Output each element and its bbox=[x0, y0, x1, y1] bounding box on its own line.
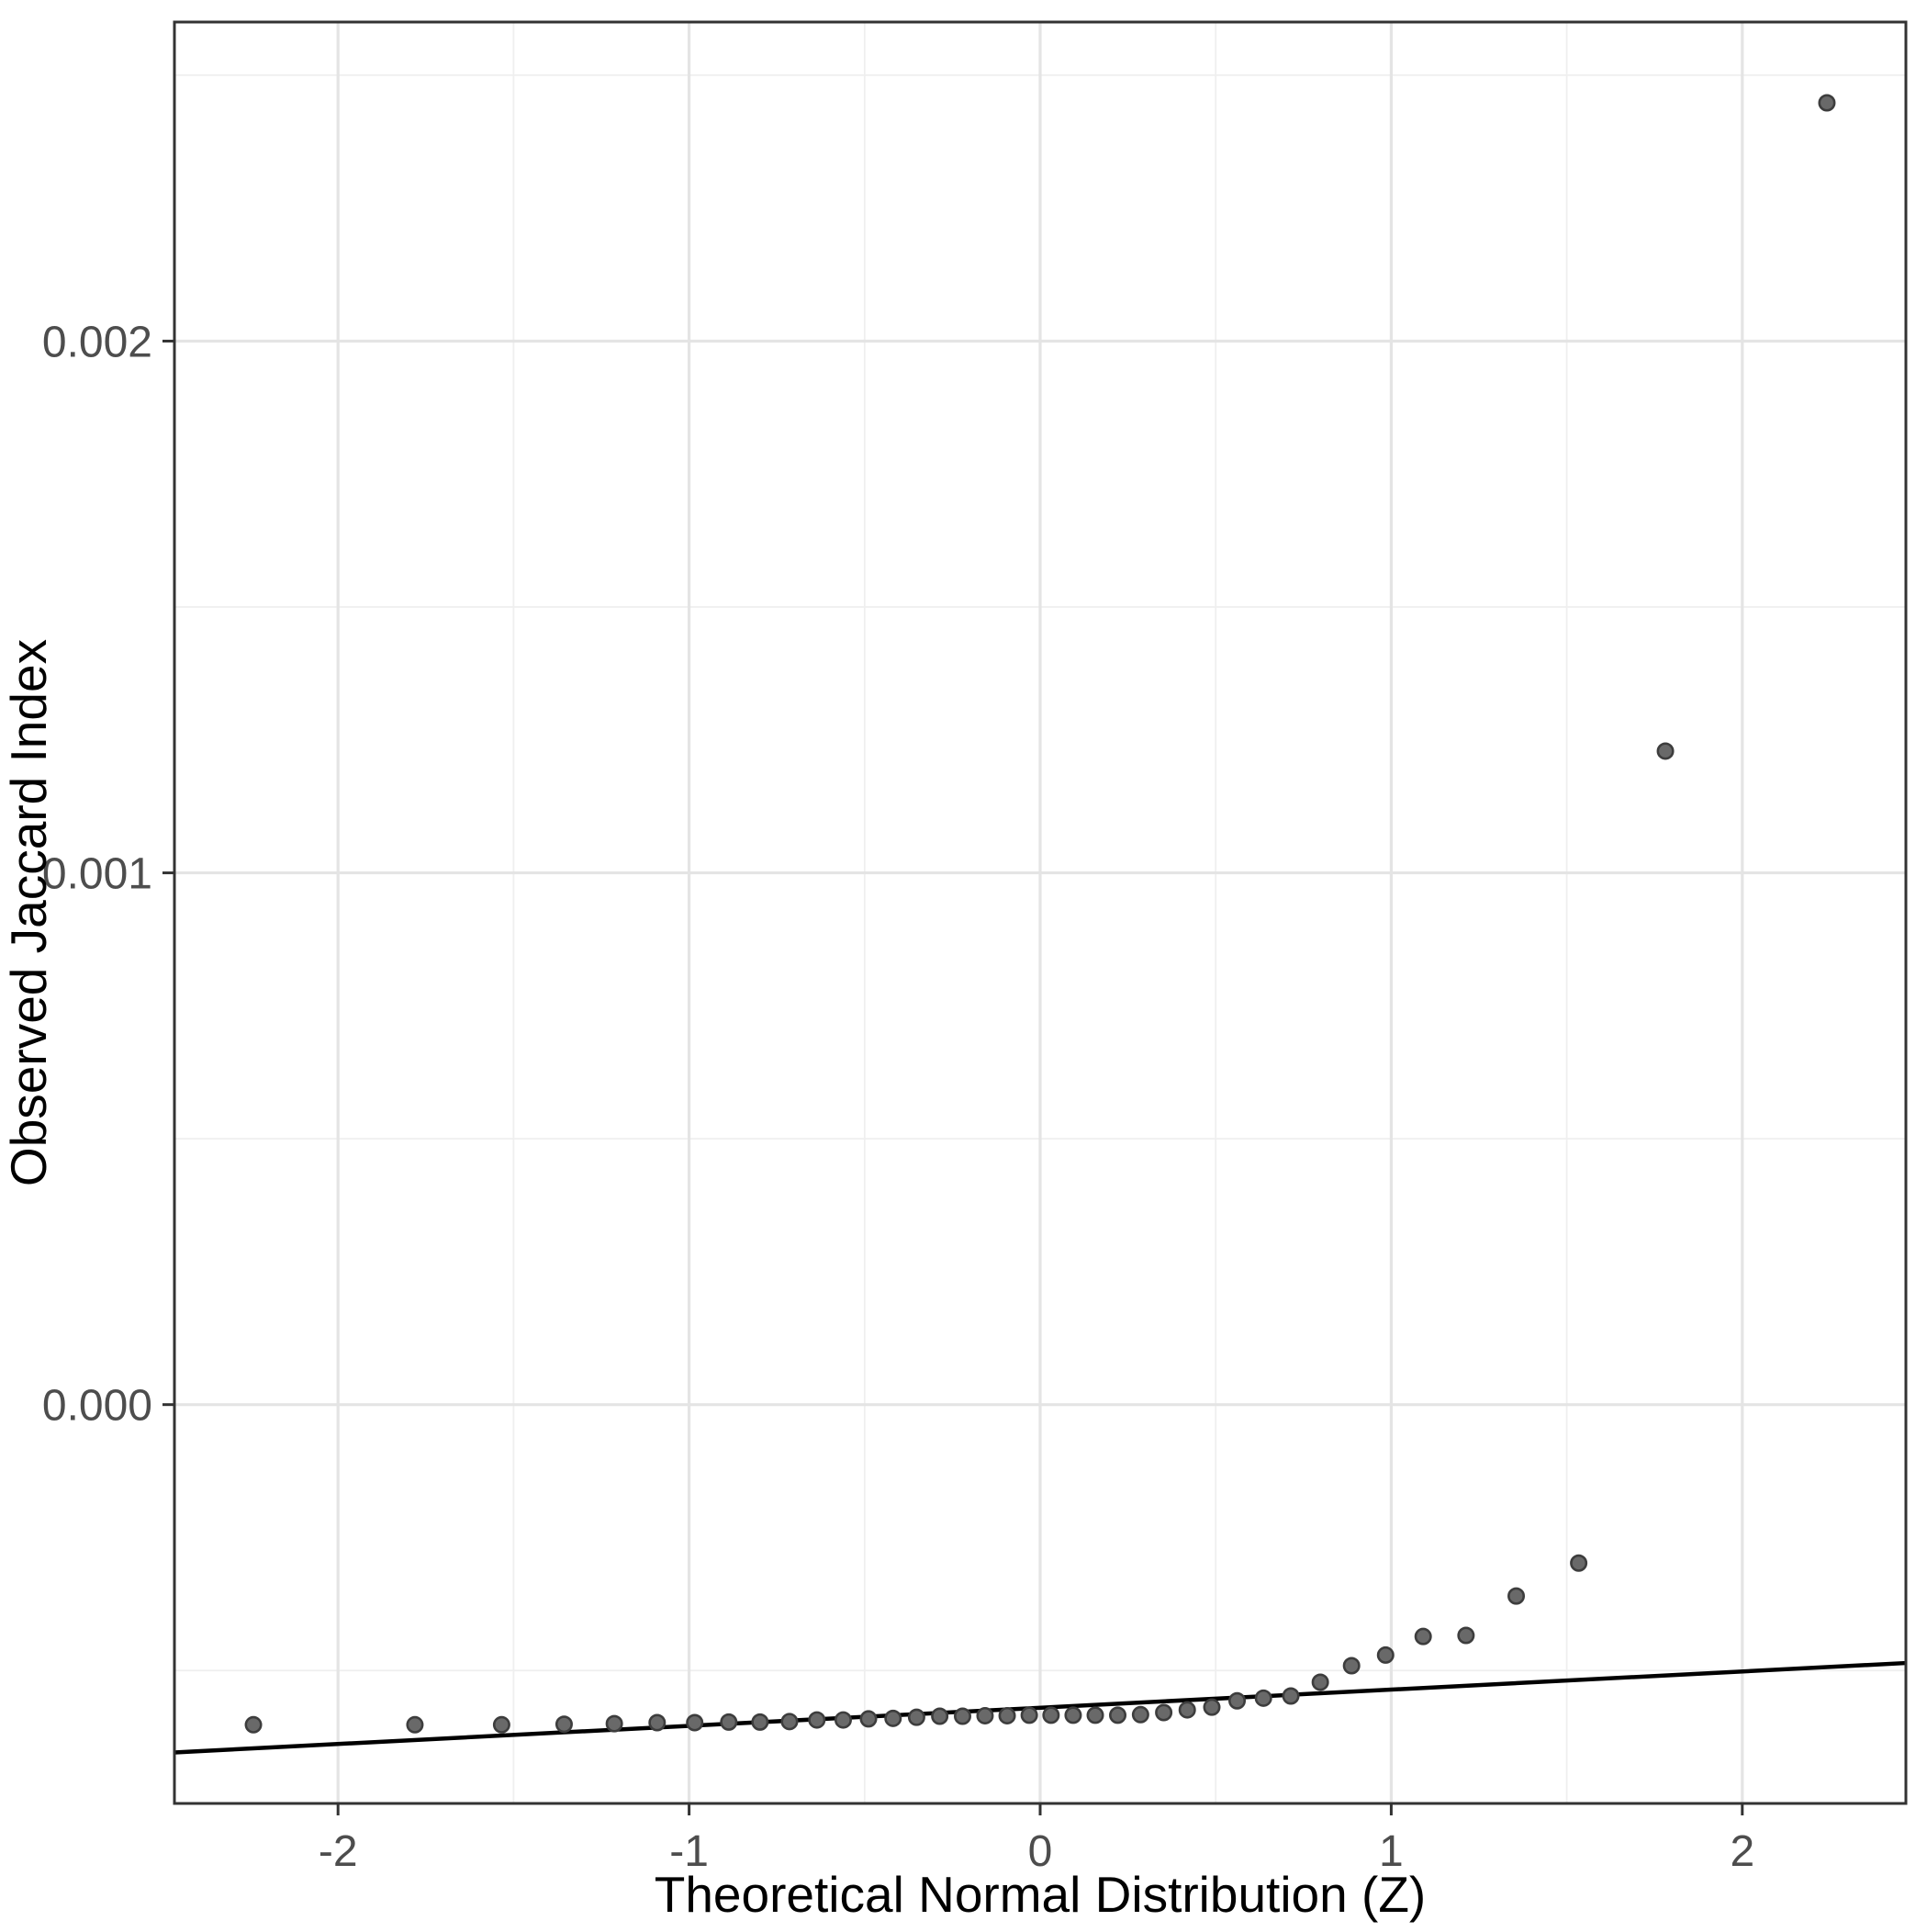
grid-major-lines bbox=[174, 22, 1906, 1803]
data-point bbox=[1228, 1691, 1247, 1710]
data-point bbox=[780, 1713, 799, 1731]
y-tick-label: 0.001 bbox=[42, 850, 152, 899]
data-point bbox=[1818, 94, 1836, 112]
data-point bbox=[1178, 1701, 1196, 1719]
data-point bbox=[1342, 1657, 1361, 1675]
data-point bbox=[976, 1706, 994, 1724]
data-point bbox=[1376, 1646, 1395, 1664]
qq-reference-line bbox=[174, 1660, 1907, 1755]
data-point bbox=[1507, 1587, 1526, 1605]
data-point bbox=[1155, 1703, 1173, 1722]
data-point bbox=[1457, 1626, 1475, 1645]
data-point bbox=[605, 1714, 623, 1733]
x-tick-label: 2 bbox=[1730, 1827, 1754, 1876]
data-point bbox=[751, 1713, 769, 1731]
x-tick-label: -2 bbox=[319, 1827, 358, 1876]
data-point bbox=[953, 1707, 971, 1725]
data-point bbox=[1131, 1705, 1149, 1724]
data-point bbox=[834, 1711, 852, 1729]
y-axis-tick-marks bbox=[162, 339, 174, 1407]
y-tick-label: 0.002 bbox=[42, 318, 152, 366]
data-point bbox=[1570, 1554, 1588, 1572]
data-point bbox=[907, 1708, 925, 1726]
x-axis-title: Theoretical Normal Distribution (Z) bbox=[655, 1866, 1427, 1923]
data-point bbox=[1020, 1706, 1038, 1724]
x-axis-tick-labels: -2 -1 0 1 2 bbox=[319, 1827, 1754, 1876]
data-point bbox=[406, 1715, 424, 1734]
data-point bbox=[1042, 1706, 1060, 1724]
y-axis-tick-labels: 0.002 0.001 0.000 bbox=[42, 318, 152, 1430]
x-tick-label: 1 bbox=[1379, 1827, 1404, 1876]
data-point bbox=[808, 1711, 826, 1729]
data-point bbox=[1656, 742, 1675, 760]
y-axis-title: Observed Jaccard Index bbox=[0, 639, 57, 1186]
data-point bbox=[859, 1710, 878, 1728]
data-point bbox=[1109, 1706, 1127, 1724]
data-point bbox=[555, 1715, 573, 1734]
data-point bbox=[1203, 1698, 1221, 1716]
data-point bbox=[884, 1709, 902, 1727]
data-point bbox=[1282, 1687, 1300, 1705]
data-point bbox=[998, 1706, 1016, 1724]
x-axis-tick-marks bbox=[336, 1803, 1744, 1815]
x-tick-label: 0 bbox=[1028, 1827, 1053, 1876]
data-point bbox=[1414, 1627, 1432, 1646]
x-tick-label: -1 bbox=[669, 1827, 709, 1876]
y-tick-label: 0.000 bbox=[42, 1382, 152, 1431]
data-point bbox=[1254, 1689, 1272, 1707]
data-point bbox=[1311, 1673, 1329, 1691]
data-point bbox=[720, 1713, 738, 1731]
data-point bbox=[1086, 1706, 1104, 1724]
data-point bbox=[648, 1713, 667, 1732]
data-point bbox=[492, 1715, 510, 1734]
data-point bbox=[931, 1707, 949, 1725]
scatter-points bbox=[244, 94, 1836, 1734]
data-point bbox=[244, 1715, 263, 1734]
data-point bbox=[1064, 1706, 1082, 1724]
data-point bbox=[686, 1713, 704, 1732]
